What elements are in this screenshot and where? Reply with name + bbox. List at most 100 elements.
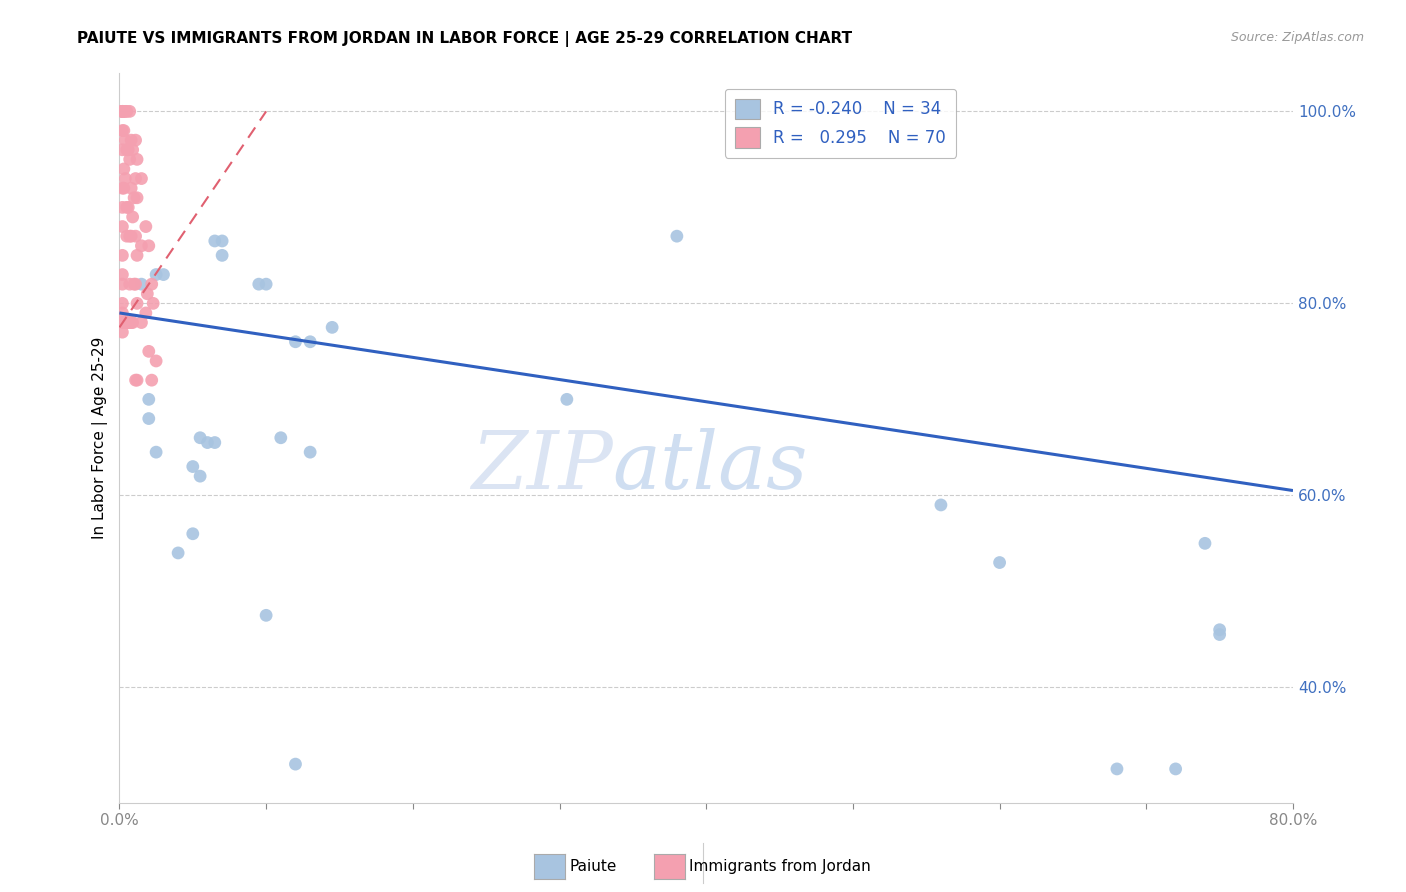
Point [118,229,141,244]
Point [118,277,141,292]
Text: PAIUTE VS IMMIGRANTS FROM JORDAN IN LABOR FORCE | AGE 25-29 CORRELATION CHART: PAIUTE VS IMMIGRANTS FROM JORDAN IN LABO… [77,31,852,47]
Point [114,133,136,147]
Point [112,123,135,137]
Point [204,435,226,450]
Point [142,296,165,310]
Point [124,277,146,292]
Point [124,229,146,244]
Point [121,316,143,330]
Point [117,316,139,330]
Point [299,445,322,459]
Point [197,435,219,450]
Point [284,334,307,349]
Point [131,316,153,330]
Point [254,608,277,623]
Point [115,143,138,157]
Point [125,248,148,262]
Point [111,123,134,137]
Point [115,104,138,119]
Point [555,392,578,407]
Point [124,171,146,186]
Point [120,316,142,330]
Point [131,277,153,292]
Point [120,133,142,147]
Point [121,143,143,157]
Point [112,104,135,119]
Point [247,277,270,292]
Point [121,210,143,224]
Point [136,286,159,301]
Point [1105,762,1128,776]
Point [111,104,134,119]
Point [138,392,160,407]
Point [138,344,160,359]
Point [111,268,134,282]
Point [111,200,134,214]
Text: Immigrants from Jordan: Immigrants from Jordan [689,859,870,873]
Point [114,316,136,330]
Point [111,104,134,119]
Point [112,316,135,330]
Point [181,526,204,541]
Point [131,171,153,186]
Point [115,200,138,214]
Point [145,354,167,368]
Point [111,325,134,339]
Point [111,306,134,320]
Point [188,469,211,483]
Point [125,296,148,310]
Point [118,153,141,167]
Point [1164,762,1187,776]
Point [111,104,134,119]
Point [181,459,204,474]
Point [120,229,142,244]
Point [111,181,134,195]
Point [112,161,135,176]
Point [1194,536,1216,550]
Point [254,277,277,292]
Point [115,316,138,330]
Point [211,234,233,248]
Point [284,757,307,772]
Point [117,143,139,157]
Point [112,181,135,195]
Point [124,133,146,147]
Point [167,546,190,560]
Point [145,445,167,459]
Point [111,316,134,330]
Point [188,431,211,445]
Point [299,334,322,349]
Point [125,373,148,387]
Point [204,234,226,248]
Legend: R = -0.240    N = 34, R =   0.295    N = 70: R = -0.240 N = 34, R = 0.295 N = 70 [725,88,956,158]
Point [321,320,343,334]
Point [211,248,233,262]
Point [124,373,146,387]
Point [138,411,160,425]
Point [125,191,148,205]
Point [1208,623,1230,637]
Point [929,498,952,512]
Point [138,239,160,253]
Point [114,104,136,119]
Point [141,373,163,387]
Point [114,171,136,186]
Text: Source: ZipAtlas.com: Source: ZipAtlas.com [1230,31,1364,45]
Point [270,431,292,445]
Point [135,306,157,320]
Point [118,104,141,119]
Point [111,296,134,310]
Point [111,248,134,262]
Point [131,239,153,253]
Point [111,219,134,234]
Point [125,153,148,167]
Point [988,556,1011,570]
Point [122,191,145,205]
Point [122,277,145,292]
Point [115,229,138,244]
Point [118,316,141,330]
Y-axis label: In Labor Force | Age 25-29: In Labor Force | Age 25-29 [93,336,108,539]
Point [111,104,134,119]
Point [111,277,134,292]
Point [141,277,163,292]
